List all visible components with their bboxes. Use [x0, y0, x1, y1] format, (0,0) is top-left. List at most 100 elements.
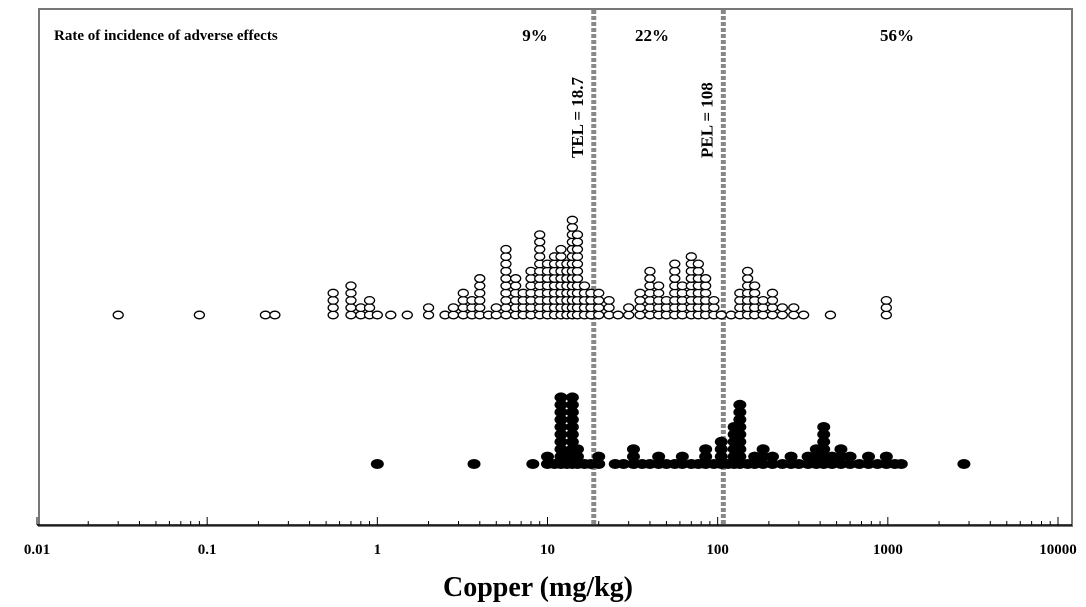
adverse-effect-point	[862, 451, 876, 462]
no-effect-point	[534, 230, 546, 240]
no-effect-point	[555, 252, 567, 262]
no-effect-point	[593, 288, 605, 298]
no-effect-point	[749, 288, 761, 298]
no-effect-point	[327, 303, 339, 313]
no-effect-point	[345, 288, 357, 298]
no-effect-point	[534, 244, 546, 254]
no-effect-point	[193, 310, 206, 320]
adverse-effect-point	[843, 451, 857, 462]
no-effect-point	[708, 303, 720, 313]
no-effect-point	[669, 259, 681, 269]
no-effect-point	[741, 274, 754, 283]
no-effect-point	[757, 303, 769, 313]
no-effect-point	[571, 252, 584, 262]
adverse-effect-point	[699, 444, 713, 455]
no-effect-point	[578, 281, 591, 291]
no-effect-point	[571, 274, 584, 283]
adverse-effect-point	[784, 451, 798, 462]
no-effect-point	[447, 310, 460, 320]
adverse-effect-point	[756, 444, 770, 455]
x-tick-label: 1	[374, 542, 382, 558]
no-effect-point	[612, 310, 624, 320]
no-effect-point	[345, 295, 357, 305]
no-effect-point	[593, 303, 605, 313]
no-effect-point	[534, 252, 546, 262]
no-effect-point	[345, 310, 357, 320]
no-effect-point	[603, 303, 615, 313]
adverse-effect-point	[817, 422, 831, 432]
adverse-effect-point	[554, 392, 568, 403]
no-effect-point	[757, 295, 769, 305]
no-effect-point	[797, 310, 810, 320]
x-tick-label: 100	[706, 542, 729, 558]
no-effect-point	[500, 310, 512, 320]
no-effect-point	[327, 295, 339, 305]
no-effect-point	[500, 281, 512, 291]
incidence-labels: 9% 22% 56%	[522, 26, 914, 45]
no-effect-point	[749, 281, 761, 291]
no-effect-point	[824, 310, 837, 320]
no-effect-point	[757, 310, 769, 320]
adverse-effect-point	[467, 459, 481, 469]
no-effect-point	[474, 295, 486, 305]
adverse-effect-point	[526, 459, 540, 469]
no-effect-point	[490, 310, 502, 320]
no-effect-point	[363, 295, 376, 305]
adverse-effect-point	[834, 444, 848, 455]
no-effect-point	[788, 303, 800, 313]
no-effect-point	[766, 303, 779, 313]
no-effect-point	[422, 310, 435, 320]
no-effect-point	[708, 295, 720, 305]
no-effect-point	[447, 303, 460, 313]
no-effect-point	[634, 295, 646, 305]
x-axis-title: Copper (mg/kg)	[443, 572, 633, 603]
no-effect-point	[623, 310, 635, 320]
no-effect-point	[500, 288, 512, 298]
no-effect-point	[500, 244, 512, 254]
x-tick-label: 10	[540, 542, 555, 558]
no-effect-point	[510, 281, 522, 291]
no-effect-point	[474, 274, 486, 283]
no-effect-point	[700, 274, 712, 283]
no-effect-point	[259, 310, 272, 320]
no-effect-point	[510, 274, 522, 283]
adverse-effect-point	[957, 459, 971, 469]
no-effect-point	[474, 303, 486, 313]
no-effect-point	[776, 310, 789, 320]
no-effect-point	[500, 295, 512, 305]
threshold-label: PEL = 108	[697, 82, 716, 158]
no-effect-point	[571, 266, 584, 276]
no-effect-point	[401, 310, 413, 320]
no-effect-point	[474, 281, 486, 291]
no-effect-point	[715, 310, 727, 320]
no-effect-point	[741, 266, 754, 276]
no-effect-point	[534, 237, 546, 247]
no-effect-point	[363, 303, 376, 313]
no-effect-point	[669, 266, 681, 276]
threshold-label: TEL = 18.7	[568, 76, 587, 158]
no-effect-point	[500, 252, 512, 262]
no-effect-point	[500, 274, 512, 283]
x-tick-label: 1000	[873, 542, 903, 558]
no-effect-point	[593, 295, 605, 305]
no-effect-point	[593, 310, 605, 320]
no-effect-point	[603, 295, 615, 305]
no-effect-point	[634, 288, 646, 298]
no-effect-point	[700, 281, 712, 291]
adverse-effect-point	[714, 436, 728, 447]
adverse-effect-point	[592, 451, 606, 462]
adverse-effect-point	[570, 444, 584, 455]
adverse-effect-point	[541, 451, 554, 462]
no-effect-point	[566, 215, 579, 225]
no-effect-point	[880, 303, 892, 313]
no-effect-point	[422, 303, 435, 313]
no-effect-point	[457, 288, 469, 298]
no-effect-point	[766, 295, 779, 305]
no-effect-point	[700, 288, 712, 298]
no-effect-markers	[112, 215, 892, 320]
no-effect-point	[571, 237, 584, 247]
no-effect-point	[692, 266, 705, 276]
x-axis: 0.01 0.1 1 10 100 1000 10000	[24, 517, 1077, 558]
adverse-effect-point	[765, 451, 779, 462]
